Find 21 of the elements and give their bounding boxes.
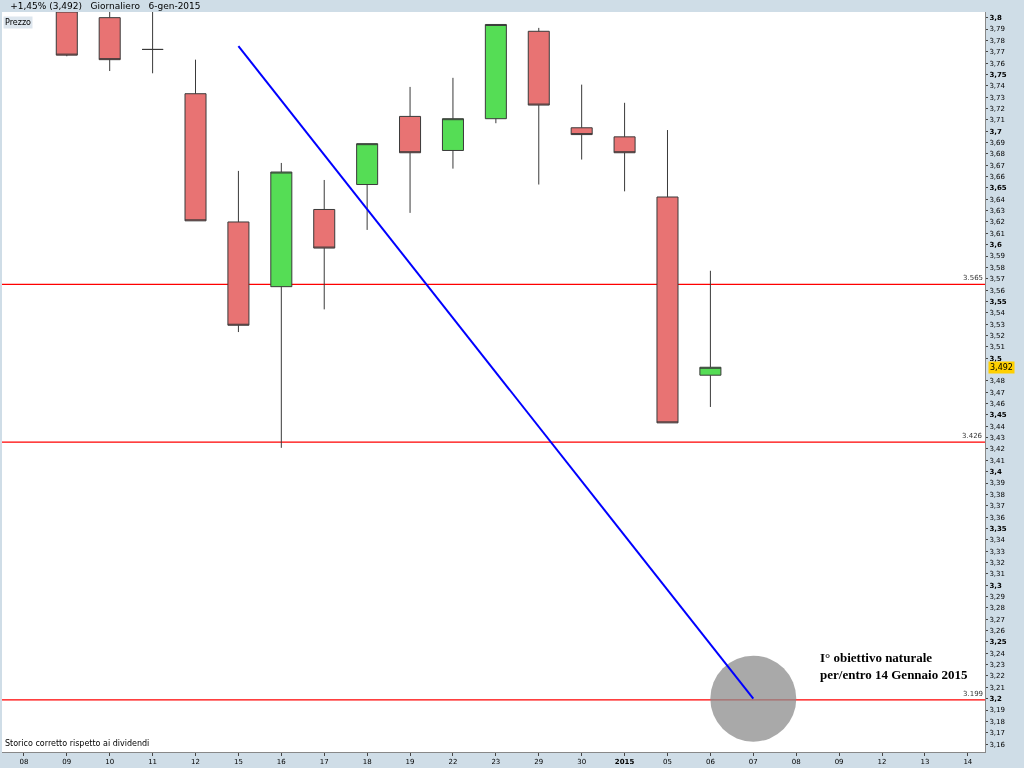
- candlestick: [141, 12, 164, 74]
- candlestick: [55, 12, 78, 57]
- annotation: Prezzo: [5, 18, 32, 27]
- candlestick: [570, 84, 593, 161]
- candlestick: [484, 23, 507, 124]
- chart-title: +1,45% (3,492) Giornaliero 6-gen-2015: [10, 0, 201, 11]
- text: 3,492: [990, 363, 1013, 372]
- candlestick: [441, 77, 464, 170]
- candlestick: [227, 170, 250, 333]
- candlestick: [356, 143, 379, 231]
- candlestick: [399, 86, 422, 214]
- candlestick: [270, 162, 293, 449]
- candlestick: [98, 12, 121, 72]
- candlestick: [313, 179, 336, 310]
- candlestick: [613, 102, 636, 192]
- candlestick: [656, 129, 679, 424]
- annotation: Storico corretto rispetto ai dividendi: [5, 739, 150, 748]
- candlestick: [184, 59, 207, 222]
- candlestick: [527, 27, 550, 186]
- candlestick: [699, 270, 722, 408]
- annotation: I° obiettivo naturale per/entro 14 Gennaio 2015: [820, 650, 968, 682]
